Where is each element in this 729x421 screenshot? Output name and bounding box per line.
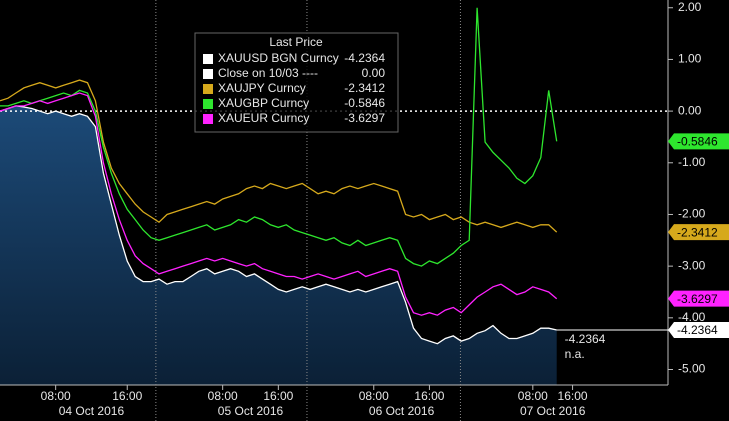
series-line — [0, 79, 558, 233]
value-tag — [668, 224, 729, 241]
value-tag-label: -3.6297 — [677, 292, 718, 306]
legend: Last Price XAUUSD BGN Curncy -4.2364 Close … — [194, 32, 399, 133]
x-tick-label: 08:00 — [208, 389, 238, 403]
y-tick-label: 0.00 — [678, 103, 702, 117]
value-tag — [668, 133, 729, 150]
series-line — [0, 92, 558, 316]
date-label: 04 Oct 2016 — [59, 404, 125, 418]
legend-swatch — [203, 69, 213, 79]
legend-swatch — [203, 114, 213, 124]
y-tick-label: 2.00 — [678, 0, 702, 14]
legend-label: XAUUSD BGN Curncy — [218, 51, 339, 65]
legend-swatch — [203, 84, 213, 94]
x-tick-label: 16:00 — [558, 389, 588, 403]
legend-label: XAUJPY Curncy — [218, 81, 306, 95]
legend-value: -3.6297 — [344, 111, 385, 125]
y-tick-label: -4.00 — [678, 310, 706, 324]
value-tag-label: -2.3412 — [677, 225, 718, 239]
series-line — [0, 7, 558, 267]
x-tick-label: 16:00 — [263, 389, 293, 403]
legend-swatch — [203, 54, 213, 64]
legend-swatch — [203, 99, 213, 109]
date-label: 05 Oct 2016 — [218, 404, 284, 418]
legend-title: Last Price — [269, 35, 323, 49]
value-tag — [668, 322, 729, 339]
reference-end-label: n.a. — [565, 347, 585, 361]
end-value-label: -4.2364 — [565, 332, 606, 346]
value-tag — [668, 290, 729, 307]
x-tick-label: 08:00 — [359, 389, 389, 403]
x-tick-label: 16:00 — [414, 389, 444, 403]
x-tick-label: 16:00 — [112, 389, 142, 403]
legend-value: 0.00 — [362, 66, 386, 80]
y-tick-label: -1.00 — [678, 155, 706, 169]
series-area — [0, 105, 557, 386]
legend-value: -0.5846 — [344, 96, 385, 110]
x-tick-label: 08:00 — [41, 389, 71, 403]
legend-label: XAUGBP Curncy — [218, 96, 309, 110]
date-label: 06 Oct 2016 — [369, 404, 435, 418]
value-tag-label: -4.2364 — [677, 323, 718, 337]
x-tick-label: 08:00 — [518, 389, 548, 403]
legend-value: -2.3412 — [344, 81, 385, 95]
date-label: 07 Oct 2016 — [520, 404, 586, 418]
value-tag-label: -0.5846 — [677, 134, 718, 148]
legend-box — [194, 32, 399, 133]
y-tick-label: -3.00 — [678, 258, 706, 272]
legend-label: XAUEUR Curncy — [218, 111, 309, 125]
legend-value: -4.2364 — [344, 51, 385, 65]
series-line — [0, 105, 557, 345]
legend-label: Close on 10/03 ---- — [218, 66, 318, 80]
y-tick-label: -2.00 — [678, 207, 706, 221]
y-tick-label: 1.00 — [678, 52, 702, 66]
y-tick-label: -5.00 — [678, 362, 706, 376]
